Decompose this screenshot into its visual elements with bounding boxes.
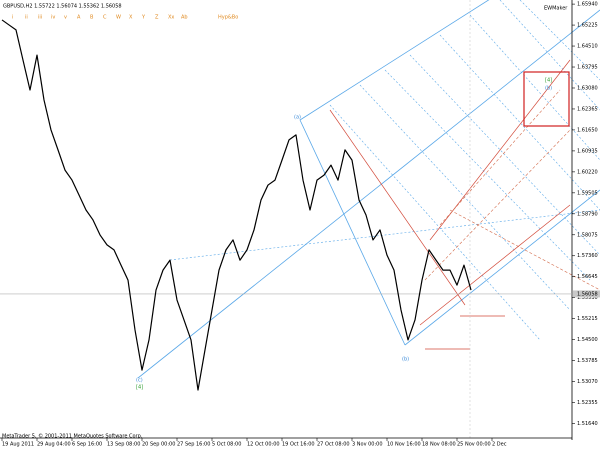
y-tick-label: 1.57360 xyxy=(577,253,598,259)
x-tick-label: 18 Nov 08:00 xyxy=(422,442,456,448)
y-tick-label: 1.53070 xyxy=(577,379,598,385)
toolbar-button[interactable]: X xyxy=(129,15,133,21)
x-tick-label: 27 Sep 16:00 xyxy=(177,442,210,448)
x-tick-label: 12 Oct 00:00 xyxy=(247,442,280,448)
wave-label: [4] xyxy=(545,78,552,84)
analysis-lines xyxy=(137,0,600,440)
x-tick-label: 19 Aug 2011 xyxy=(2,442,34,448)
toolbar-button[interactable]: W xyxy=(116,15,121,21)
toolbar-button[interactable]: Hyp&Bo xyxy=(218,15,238,21)
y-tick-label: 1.54500 xyxy=(577,337,598,343)
toolbar-button[interactable]: i xyxy=(12,15,13,21)
last-price-box xyxy=(573,290,600,298)
wave-label: (c) xyxy=(136,378,143,384)
wave-label: (b) xyxy=(545,86,552,92)
y-tick-label: 1.62365 xyxy=(577,106,598,112)
toolbar-button[interactable]: A xyxy=(77,15,81,21)
y-tick-label: 1.63795 xyxy=(577,65,598,71)
toolbar-button[interactable]: Xx xyxy=(168,15,174,21)
toolbar-button[interactable]: iv xyxy=(51,15,55,21)
y-tick-label: 1.51640 xyxy=(577,421,598,427)
x-tick-label: 27 Oct 08:00 xyxy=(317,442,350,448)
y-tick-label: 1.55215 xyxy=(577,316,598,322)
y-tick-label: 1.60935 xyxy=(577,148,598,154)
toolbar-button[interactable]: B xyxy=(90,15,94,21)
toolbar-button[interactable]: v xyxy=(64,15,67,21)
toolbar-button[interactable]: Z xyxy=(155,15,159,21)
x-tick-label: 6 Sep 16:00 xyxy=(72,442,102,448)
y-tick-label: 1.53785 xyxy=(577,358,598,364)
x-tick-label: 25 Nov 00:00 xyxy=(457,442,491,448)
x-tick-label: 2 Dec xyxy=(492,442,507,448)
last-price-label: 1.56058 xyxy=(577,291,598,297)
y-tick-label: 1.55930 xyxy=(577,295,598,301)
y-tick-label: 1.52355 xyxy=(577,400,598,406)
y-tick-label: 1.60220 xyxy=(577,169,598,175)
y-tick-label: 1.65940 xyxy=(577,2,598,8)
wave-label: [4] xyxy=(136,385,143,391)
y-tick-label: 1.63080 xyxy=(577,85,598,91)
x-tick-label: 19 Oct 16:00 xyxy=(282,442,315,448)
footer: MetaTrader 5, © 2001-2011 MetaQuotes Sof… xyxy=(2,433,143,440)
y-tick-label: 1.65225 xyxy=(577,23,598,29)
x-tick-label: 13 Sep 08:00 xyxy=(107,442,140,448)
y-tick-label: 1.56645 xyxy=(577,274,598,280)
brand: EWMaker xyxy=(544,6,568,12)
toolbar-button[interactable]: iii xyxy=(38,15,42,21)
price-line xyxy=(1,19,472,391)
y-tick-label: 1.61650 xyxy=(577,127,598,133)
toolbar-button[interactable]: Ab xyxy=(181,15,188,21)
chart-header: GBPUSD,H2 1.55722 1.56074 1.55362 1.5605… xyxy=(3,4,122,10)
y-tick-label: 1.59505 xyxy=(577,190,598,196)
y-tick-label: 1.58075 xyxy=(577,232,598,238)
x-tick-label: 29 Aug 04:00 xyxy=(37,442,71,448)
toolbar-button[interactable]: C xyxy=(103,15,107,21)
y-tick-label: 1.64510 xyxy=(577,44,598,50)
wave-labels: (a) (b) (c) [4] [4] (b) xyxy=(136,78,552,391)
toolbar-button[interactable]: Y xyxy=(141,15,146,21)
x-tick-label: 20 Sep 00:00 xyxy=(142,442,175,448)
x-tick-label: 3 Nov 00:00 xyxy=(352,442,383,448)
x-tick-label: 5 Oct 08:00 xyxy=(212,442,241,448)
y-tick-label: 1.58790 xyxy=(577,211,598,217)
x-tick-label: 10 Nov 16:00 xyxy=(387,442,421,448)
wave-label: (b) xyxy=(402,357,409,363)
wave-label: (a) xyxy=(294,115,301,121)
toolbar-button[interactable]: ii xyxy=(25,15,28,21)
